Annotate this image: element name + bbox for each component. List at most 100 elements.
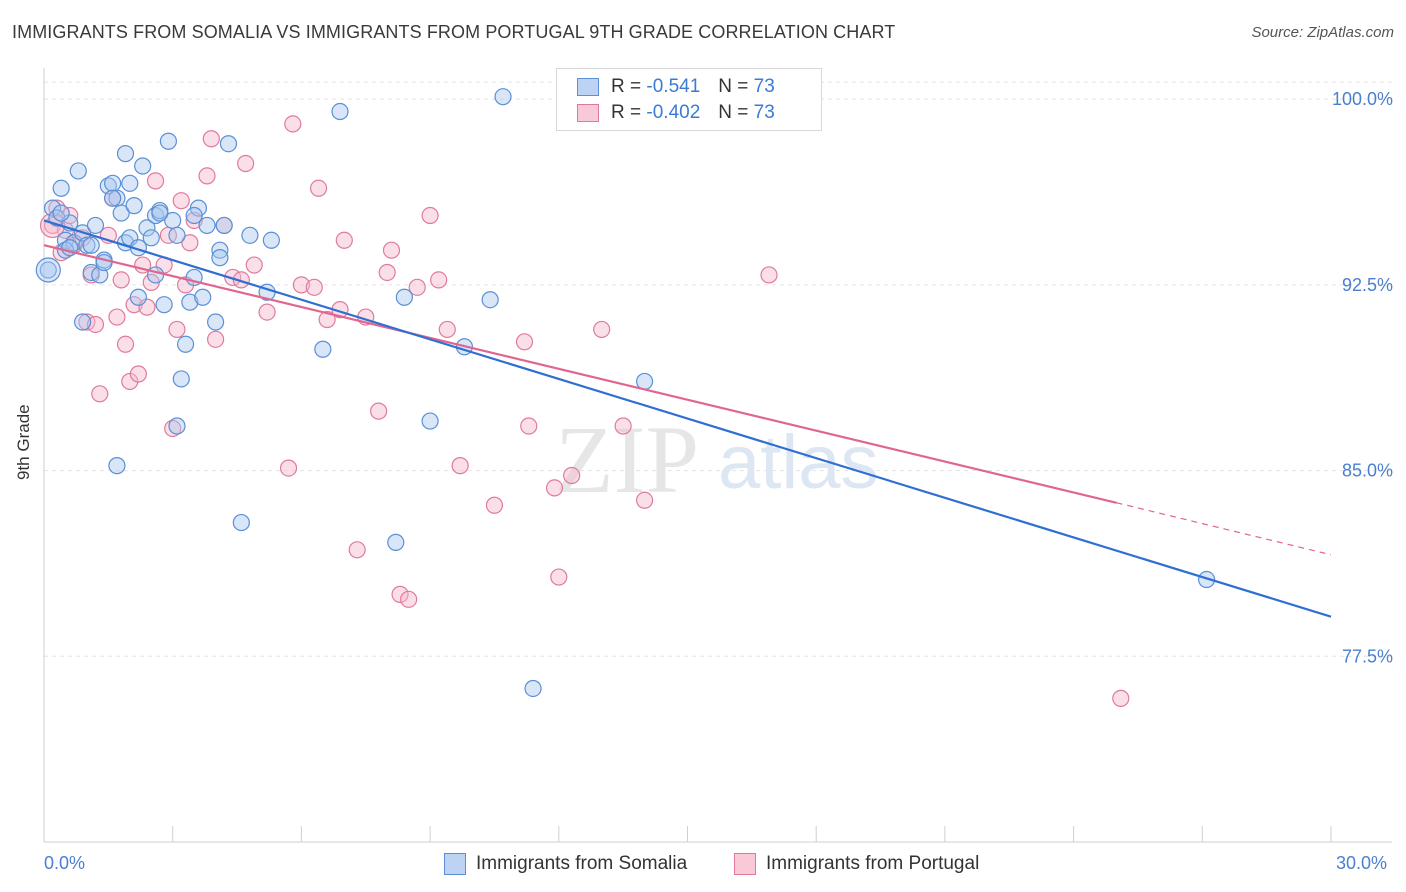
somalia-point-large — [36, 258, 60, 282]
portugal-point-67 — [615, 418, 631, 434]
portugal-point-52 — [383, 242, 399, 258]
somalia-point-67 — [96, 255, 112, 271]
portugal-point-54 — [401, 591, 417, 607]
portugal-point-44 — [311, 180, 327, 196]
legend-somalia-n-label: N = — [718, 76, 748, 98]
legend-somalia-r-label: R = — [611, 76, 641, 98]
somalia-point-38 — [195, 289, 211, 305]
portugal-point-50 — [371, 403, 387, 419]
somalia-point-71 — [216, 217, 232, 233]
legend-portugal-r-label: R = — [611, 102, 641, 124]
somalia-point-33 — [173, 371, 189, 387]
somalia-point-10 — [87, 217, 103, 233]
portugal-point-31 — [199, 168, 215, 184]
somalia-point-61 — [109, 458, 125, 474]
somalia-point-46 — [263, 232, 279, 248]
somalia-point-40 — [208, 314, 224, 330]
legend-somalia-n-value: 73 — [754, 76, 775, 98]
somalia-point-20 — [122, 175, 138, 191]
somalia-point-6 — [70, 163, 86, 179]
somalia-point-21 — [126, 198, 142, 214]
somalia-point-18 — [118, 146, 134, 162]
somalia-point-51 — [396, 289, 412, 305]
portugal-point-64 — [551, 569, 567, 585]
somalia-point-32 — [169, 227, 185, 243]
somalia-point-72 — [105, 190, 121, 206]
portugal-point-56 — [422, 208, 438, 224]
somalia-point-52 — [422, 413, 438, 429]
portugal-point-68 — [637, 492, 653, 508]
y-axis-label: 9th Grade — [14, 404, 34, 480]
somalia-point-43 — [220, 136, 236, 152]
bottom-legend-label-somalia: Immigrants from Somalia — [476, 853, 687, 875]
watermark: ZIP atlas — [555, 406, 879, 513]
somalia-point-27 — [148, 267, 164, 283]
somalia-point-34 — [178, 336, 194, 352]
portugal-point-48 — [349, 542, 365, 558]
bottom-legend-label-portugal: Immigrants from Portugal — [766, 853, 979, 875]
correlation-legend: R = -0.541 N = 73 R = -0.402 N = 73 — [556, 68, 822, 131]
somalia-point-14 — [105, 175, 121, 191]
y-tick-label-1: 85.0% — [1342, 461, 1393, 481]
somalia-point-48 — [315, 341, 331, 357]
somalia-point-23 — [135, 158, 151, 174]
somalia-point-60 — [75, 314, 91, 330]
portugal-point-37 — [238, 156, 254, 172]
somalia-point-2 — [53, 180, 69, 196]
somalia-point-62 — [169, 418, 185, 434]
trend-line-somalia — [44, 220, 1331, 616]
portugal-point-40 — [281, 460, 297, 476]
portugal-point-22 — [148, 173, 164, 189]
legend-somalia-r-value: -0.541 — [646, 76, 700, 98]
portugal-point-62 — [521, 418, 537, 434]
legend-portugal-r-value: -0.402 — [646, 102, 700, 124]
portugal-point-26 — [169, 321, 185, 337]
legend-portugal-n-value: 73 — [754, 102, 775, 124]
portugal-point-39 — [259, 304, 275, 320]
portugal-point-61 — [516, 334, 532, 350]
somalia-point-54 — [482, 292, 498, 308]
portugal-point-57 — [431, 272, 447, 288]
portugal-point-43 — [306, 279, 322, 295]
portugal-point-14 — [113, 272, 129, 288]
trend-lines — [44, 220, 1331, 616]
somalia-point-30 — [160, 133, 176, 149]
portugal-point-71 — [761, 267, 777, 283]
bottom-legend-portugal: Immigrants from Portugal — [734, 853, 979, 875]
portugal-point-51 — [379, 264, 395, 280]
legend-swatch-somalia — [577, 78, 599, 96]
portugal-point-18 — [130, 366, 146, 382]
somalia-point-55 — [495, 89, 511, 105]
portugal-point-33 — [208, 331, 224, 347]
y-tick-label-2: 92.5% — [1342, 275, 1393, 295]
somalia-point-42 — [212, 250, 228, 266]
portugal-point-27 — [173, 193, 189, 209]
portugal-point-59 — [452, 458, 468, 474]
x-tick-label-max: 30.0% — [1336, 853, 1387, 874]
legend-row-portugal: R = -0.402 N = 73 — [577, 101, 775, 125]
series-portugal-points — [41, 84, 1129, 707]
portugal-point-38 — [246, 257, 262, 273]
portugal-point-10 — [92, 386, 108, 402]
somalia-point-56 — [525, 680, 541, 696]
bottom-legend-somalia: Immigrants from Somalia — [444, 853, 687, 875]
portugal-point-72 — [1113, 690, 1129, 706]
somalia-point-45 — [242, 227, 258, 243]
scatter-chart: ZIP atlas 77.5%85.0%92.5%100.0% — [0, 0, 1406, 892]
legend-swatch-portugal — [577, 104, 599, 122]
somalia-point-69 — [152, 205, 168, 221]
portugal-point-60 — [486, 497, 502, 513]
legend-row-somalia: R = -0.541 N = 73 — [577, 75, 775, 99]
somalia-point-66 — [83, 237, 99, 253]
bottom-legend-swatch-somalia — [444, 853, 466, 875]
somalia-point-44 — [233, 515, 249, 531]
bottom-legend-swatch-portugal — [734, 853, 756, 875]
somalia-point-50 — [388, 534, 404, 550]
portugal-point-63 — [547, 480, 563, 496]
somalia-point-70 — [186, 208, 202, 224]
portugal-point-47 — [336, 232, 352, 248]
portugal-point-32 — [203, 131, 219, 147]
portugal-point-65 — [564, 468, 580, 484]
y-tick-label-3: 100.0% — [1332, 89, 1393, 109]
portugal-point-15 — [118, 336, 134, 352]
